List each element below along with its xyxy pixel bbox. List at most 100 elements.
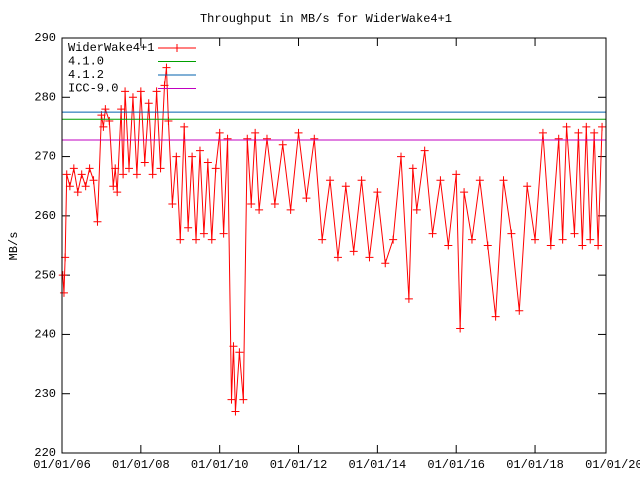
point-marker	[69, 164, 78, 173]
point-marker	[578, 241, 587, 250]
point-marker	[538, 128, 547, 137]
point-marker	[243, 134, 252, 143]
y-tick-label: 260	[34, 209, 56, 223]
point-marker	[475, 176, 484, 185]
x-tick-label: 01/01/12	[270, 458, 328, 472]
y-tick-label: 280	[34, 90, 56, 104]
point-marker	[404, 294, 413, 303]
point-marker	[590, 128, 599, 137]
point-marker	[389, 235, 398, 244]
point-marker	[420, 146, 429, 155]
point-marker	[341, 182, 350, 191]
point-marker	[231, 407, 240, 416]
point-marker	[176, 235, 185, 244]
y-tick-label: 250	[34, 268, 56, 282]
point-marker	[207, 235, 216, 244]
x-tick-label: 01/01/06	[33, 458, 91, 472]
point-marker	[140, 158, 149, 167]
point-marker	[531, 235, 540, 244]
point-marker	[278, 140, 287, 149]
point-marker	[111, 164, 120, 173]
point-marker	[188, 152, 197, 161]
point-marker	[73, 188, 82, 197]
point-marker	[128, 93, 137, 102]
point-marker	[397, 152, 406, 161]
point-marker	[483, 241, 492, 250]
point-marker	[62, 170, 71, 179]
point-marker	[203, 158, 212, 167]
point-marker	[195, 146, 204, 155]
point-marker	[215, 128, 224, 137]
y-tick-label: 240	[34, 328, 56, 342]
x-tick-label: 01/01/20	[585, 458, 640, 472]
legend-label: 4.1.2	[68, 68, 104, 82]
point-marker	[262, 134, 271, 143]
point-marker	[219, 229, 228, 238]
point-marker	[223, 134, 232, 143]
plot-border	[61, 37, 607, 454]
point-marker	[574, 128, 583, 137]
point-marker	[598, 122, 607, 131]
point-marker	[168, 200, 177, 208]
y-tick-label: 230	[34, 387, 56, 401]
legend-label: WiderWake4+1	[68, 41, 154, 55]
chart-title: Throughput in MB/s for WiderWake4+1	[200, 12, 452, 26]
point-marker	[132, 170, 141, 179]
point-marker	[162, 63, 171, 72]
point-marker	[491, 312, 500, 321]
point-marker	[302, 194, 311, 203]
point-marker	[326, 176, 335, 185]
point-marker	[164, 117, 173, 125]
point-marker	[105, 117, 114, 125]
y-tick-label: 220	[34, 446, 56, 460]
point-marker	[227, 395, 236, 404]
point-marker	[460, 188, 469, 197]
point-marker	[255, 205, 264, 214]
x-tick-label: 01/01/18	[506, 458, 564, 472]
point-marker	[65, 182, 74, 191]
point-marker	[570, 229, 579, 238]
point-marker	[357, 176, 366, 185]
point-marker	[499, 176, 508, 185]
point-marker	[77, 170, 86, 179]
point-marker	[444, 241, 453, 250]
point-marker	[456, 324, 465, 333]
point-marker	[152, 87, 161, 96]
point-marker	[333, 253, 342, 262]
point-marker	[251, 128, 260, 137]
point-marker	[436, 176, 445, 185]
y-tick-label: 290	[34, 31, 56, 45]
y-axis-label: MB/s	[7, 232, 21, 261]
point-marker	[594, 241, 603, 250]
legend-label: 4.1.0	[68, 55, 104, 69]
point-marker	[412, 205, 421, 214]
point-marker	[113, 188, 122, 197]
point-marker	[229, 342, 238, 351]
point-marker	[582, 122, 591, 131]
point-marker	[507, 229, 516, 238]
x-tick-label: 01/01/08	[112, 458, 170, 472]
point-marker	[562, 122, 571, 131]
point-marker	[408, 164, 417, 173]
point-marker	[373, 188, 382, 197]
x-tick-label: 01/01/14	[349, 458, 407, 472]
point-marker	[184, 223, 193, 232]
x-tick-label: 01/01/10	[191, 458, 249, 472]
point-marker	[515, 306, 524, 315]
point-marker	[452, 170, 461, 179]
point-marker	[93, 217, 102, 226]
point-marker	[247, 200, 256, 208]
point-marker	[156, 164, 165, 173]
point-marker	[286, 205, 295, 214]
point-marker	[192, 235, 201, 244]
point-marker	[125, 164, 134, 173]
point-marker	[58, 271, 67, 280]
point-marker	[180, 122, 189, 131]
point-marker	[148, 170, 157, 179]
legend-label: ICC-9.0	[68, 82, 118, 96]
y-tick-label: 270	[34, 150, 56, 164]
point-marker	[381, 259, 390, 268]
point-marker	[81, 182, 90, 191]
point-marker	[211, 164, 220, 173]
